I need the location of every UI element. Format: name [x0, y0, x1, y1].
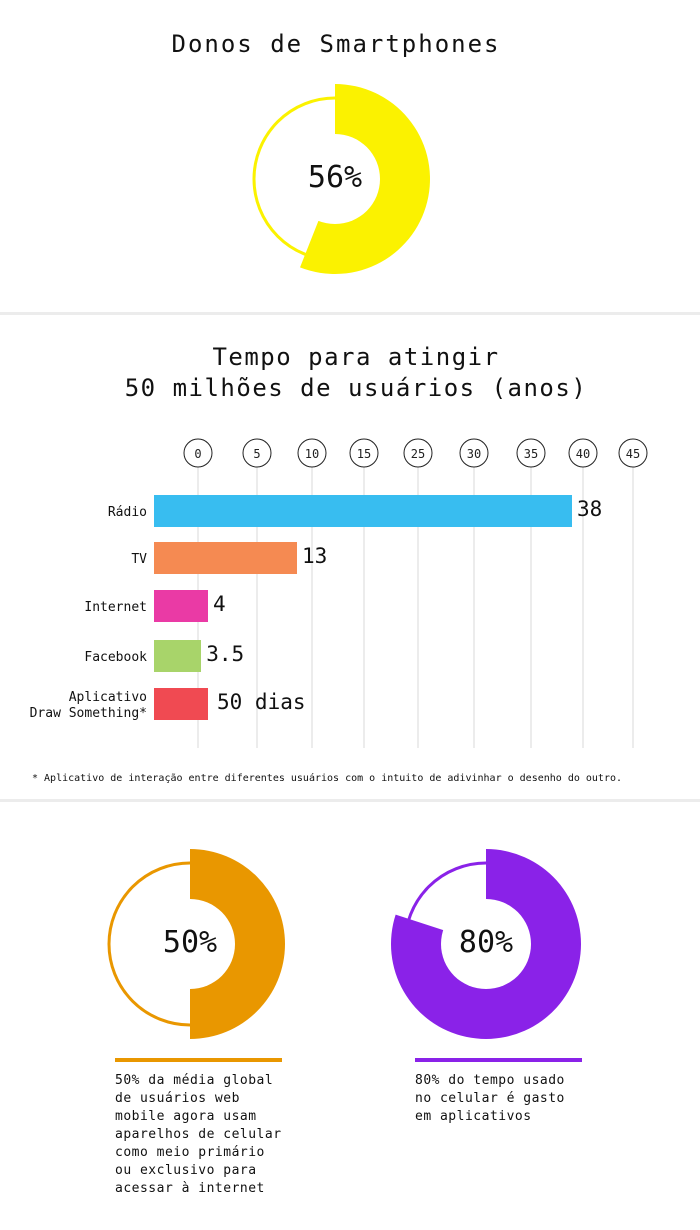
tick-circle [403, 438, 433, 468]
category-label: Internet [84, 600, 147, 615]
bar [154, 590, 208, 622]
smartphones-donut-svg [252, 84, 430, 274]
bar-chart-svg: 0 5 10 15 25 30 35 40 45 [183, 438, 648, 748]
tick-label: 25 [411, 447, 425, 461]
bar [154, 688, 208, 720]
value-label: 38 [577, 497, 603, 521]
smartphones-donut-center [290, 134, 380, 224]
tick-label: 45 [626, 447, 640, 461]
stat-mobile-web-percent: 50% [162, 925, 218, 960]
stat-mobile-web-text: 50% da média global de usuários web mobi… [115, 1073, 282, 1196]
footnote: * Aplicativo de interação entre diferent… [32, 773, 623, 784]
tick-label: 30 [467, 447, 481, 461]
stat-mobile-web-center [145, 899, 235, 989]
stat-app-time-donut [390, 849, 581, 1039]
value-label: 50 dias [217, 690, 306, 714]
smartphones-percent: 56% [307, 160, 363, 195]
smartphones-donut: 56% [0, 0, 700, 300]
stat-app-time-center [441, 899, 531, 989]
stat-mobile-web-donut [107, 849, 285, 1039]
bar [154, 640, 202, 672]
divider-top [0, 312, 700, 315]
tick-circle [459, 438, 489, 468]
tick-circle [183, 438, 213, 468]
value-label: 13 [302, 544, 328, 568]
stat-mobile-web-wedge [190, 849, 285, 1039]
stat-app-time: 80% 80% do tempo usado no celular é gast… [350, 800, 700, 1230]
stat-mobile-web: 50% 50% da média global de usuários web … [0, 800, 350, 1230]
category-label: Facebook [84, 650, 147, 665]
tick-label: 15 [357, 447, 371, 461]
value-label: 4 [213, 592, 226, 616]
stat-app-time-text: 80% do tempo usado no celular é gasto em… [415, 1073, 565, 1124]
category-label: Rádio [107, 505, 147, 520]
bar [154, 542, 297, 574]
tick-circle [242, 438, 272, 468]
tick-label: 40 [576, 447, 590, 461]
tick-circle [568, 438, 598, 468]
value-label: 3.5 [206, 642, 245, 666]
tick-label: 35 [524, 447, 538, 461]
category-label: Aplicativo Draw Something* [29, 690, 147, 721]
stat-mobile-web-line [115, 1058, 282, 1062]
stat-app-time-line [415, 1058, 582, 1062]
divider-bottom [0, 799, 700, 802]
tick-label: 10 [305, 447, 319, 461]
category-label: TV [131, 552, 147, 567]
tick-label: 5 [253, 447, 260, 461]
smartphones-title: Donos de Smartphones [171, 30, 501, 58]
tick-label: 0 [194, 447, 201, 461]
stat-app-time-percent: 80% [458, 925, 514, 960]
chart-title: Tempo para atingir 50 milhões de usuário… [124, 343, 588, 402]
tick-circle [516, 438, 546, 468]
tick-circle [297, 438, 327, 468]
tick-circle [618, 438, 648, 468]
bar [154, 495, 572, 527]
tick-circle [349, 438, 379, 468]
